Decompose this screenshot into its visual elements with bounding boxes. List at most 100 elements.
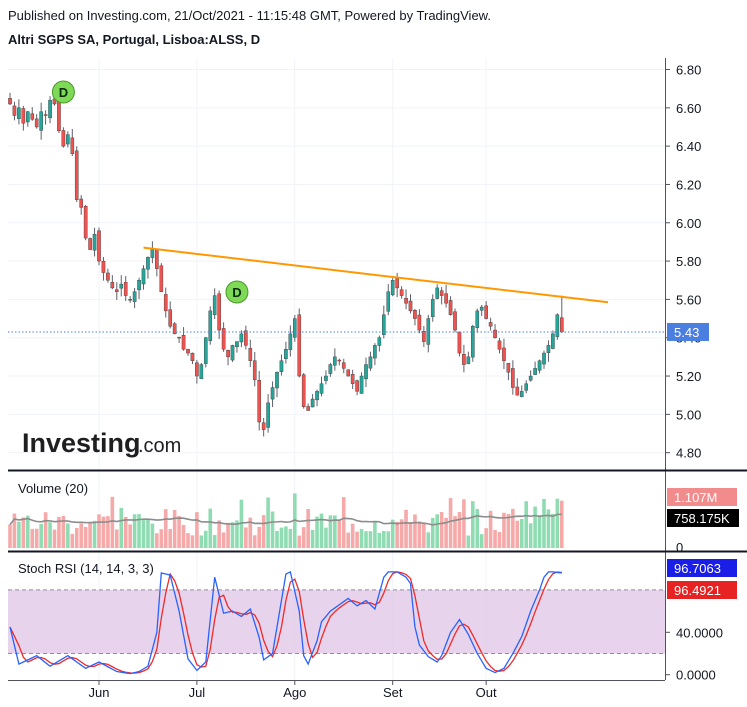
candle: [248, 339, 253, 368]
svg-text:96.4921: 96.4921: [674, 583, 721, 598]
candle-body: [217, 293, 221, 331]
candle: [462, 344, 466, 373]
volume-bar: [435, 514, 439, 548]
volume-bar: [61, 515, 66, 548]
candle: [284, 341, 288, 364]
price-tick-label: 6.80: [676, 62, 701, 77]
candle-body: [61, 130, 66, 147]
candle-body: [226, 350, 230, 358]
candle: [493, 324, 497, 339]
candle: [97, 227, 101, 266]
candle: [123, 276, 128, 301]
candle: [382, 305, 386, 339]
candle: [70, 128, 75, 157]
svg-text:5.43: 5.43: [674, 325, 699, 340]
candle: [244, 325, 248, 350]
stoch-k-badge: 96.7063: [667, 559, 737, 577]
candle: [466, 351, 471, 365]
candle: [163, 287, 168, 318]
candle-body: [97, 230, 101, 262]
volume-bar: [479, 534, 484, 548]
candle: [181, 327, 186, 351]
volume-bar: [373, 522, 377, 548]
volume-bar: [101, 516, 106, 548]
candle-body: [186, 349, 190, 354]
price-tick-label: 6.20: [676, 177, 701, 192]
price-tick-label: 6.00: [676, 216, 701, 231]
candle-body: [319, 383, 324, 394]
candle-body: [497, 340, 502, 350]
candle-body: [92, 234, 97, 251]
candle: [524, 380, 528, 394]
candle: [359, 372, 364, 394]
candle-body: [70, 137, 75, 154]
volume-bar: [128, 524, 132, 548]
dividend-badges: DD: [51, 80, 249, 304]
stoch-rsi-band: [8, 589, 665, 655]
candle: [315, 389, 319, 407]
candle-body: [511, 368, 515, 388]
candle-body: [533, 368, 537, 375]
candle: [497, 337, 502, 354]
volume-bar: [519, 519, 524, 548]
candle-body: [462, 354, 466, 365]
candle: [484, 301, 488, 320]
volume-bar: [235, 520, 239, 548]
volume-bar: [257, 526, 261, 548]
price-axis-ticks: 6.806.606.406.206.005.805.605.405.205.00…: [665, 62, 723, 683]
candle-body: [159, 265, 164, 292]
pane-frames: [8, 58, 747, 681]
candle-body: [275, 372, 279, 389]
volume-bar: [319, 513, 324, 548]
volume-bar: [288, 528, 293, 548]
candle: [301, 373, 306, 409]
candle-body: [230, 345, 235, 361]
volume-bar: [453, 516, 457, 548]
dividend-label: D: [232, 285, 241, 300]
candle: [337, 358, 342, 366]
volume-bar: [48, 522, 52, 548]
candle: [61, 127, 66, 148]
stoch-rsi-lines: [9, 570, 562, 675]
rsi-tick-label: 0.0000: [676, 668, 716, 683]
candle-body: [390, 280, 395, 296]
candle-body: [137, 280, 141, 291]
candles: [8, 92, 564, 437]
volume-bar: [390, 519, 395, 548]
volume-bar: [502, 512, 506, 548]
volume-bar: [457, 511, 462, 548]
candle-body: [279, 360, 284, 372]
volume-bar: [92, 520, 97, 548]
candle: [261, 417, 266, 437]
volume-bar: [83, 527, 88, 548]
candle: [551, 330, 555, 350]
candle-body: [368, 356, 373, 369]
resistance-trendline: [143, 246, 609, 304]
overbought-oversold-band: [8, 589, 665, 654]
volume-bar: [382, 530, 386, 548]
candle: [439, 287, 444, 305]
candle: [515, 378, 520, 396]
candle: [346, 369, 351, 377]
candle: [128, 296, 132, 303]
volume-bars: [8, 493, 564, 548]
candle-body: [399, 289, 404, 296]
candle: [221, 322, 226, 352]
candle-body: [537, 360, 542, 371]
candle: [324, 370, 328, 385]
candle-body: [560, 317, 564, 333]
candle-body: [515, 386, 520, 396]
published-caption: Published on Investing.com, 21/Oct/2021 …: [8, 8, 491, 23]
candle-body: [404, 297, 408, 304]
candle-body: [221, 328, 226, 350]
candle-body: [128, 299, 132, 301]
volume-bar: [217, 520, 221, 548]
volume-bar: [21, 517, 26, 548]
volume-bar: [137, 514, 141, 548]
volume-bar: [57, 516, 61, 548]
candle-body: [479, 306, 484, 311]
candle-body: [502, 347, 506, 361]
candle-body: [408, 300, 413, 312]
candle: [177, 336, 181, 343]
volume-bar: [310, 530, 315, 548]
